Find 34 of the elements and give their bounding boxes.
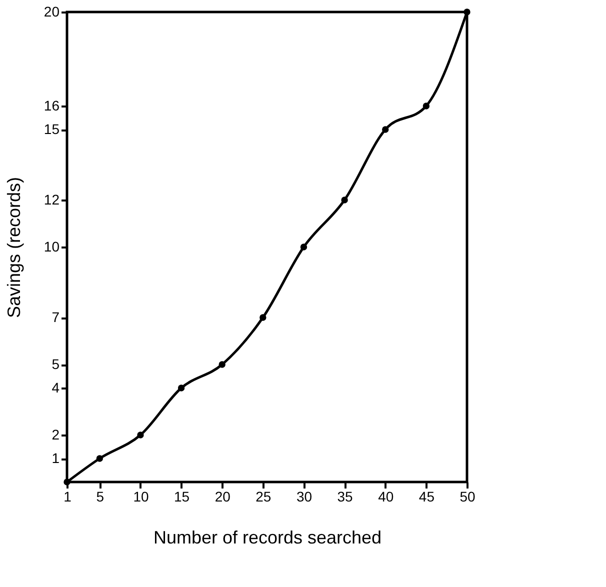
y-tick-label: 20	[44, 4, 60, 20]
point	[218, 361, 226, 368]
point	[64, 478, 70, 486]
x-tick-label: 45	[418, 488, 435, 504]
y-tick-label: 16	[44, 98, 60, 114]
x-tick-label: 5	[96, 488, 104, 504]
point	[464, 8, 470, 16]
x-tick-label: 10	[133, 488, 149, 504]
point	[382, 126, 389, 133]
point	[341, 196, 348, 204]
x-axis-title: Number of records searched	[153, 528, 382, 548]
y-tick-label: 2	[52, 426, 60, 442]
point	[300, 244, 308, 250]
y-axis-title: Savings (records)	[4, 176, 24, 318]
x-tick-label: 25	[256, 488, 272, 504]
y-tick-label: 15	[44, 121, 60, 137]
x-tick-label: 30	[296, 488, 312, 504]
y-tick-label: 5	[52, 356, 60, 372]
x-tick-label: 1	[64, 488, 72, 504]
y-tick-label: 1	[52, 450, 60, 466]
y-tick-label: 4	[52, 380, 60, 396]
x-tick-label: 40	[378, 488, 394, 504]
x-tick-label: 50	[460, 488, 476, 504]
y-tick-label: 10	[44, 238, 60, 254]
point	[178, 384, 185, 392]
y-tick-label: 7	[52, 309, 60, 325]
x-tick-label: 35	[337, 488, 354, 504]
point	[137, 432, 144, 438]
x-tick-label: 15	[174, 488, 190, 504]
y-tick-label: 12	[44, 192, 60, 208]
point	[260, 314, 266, 321]
point	[422, 102, 430, 110]
point	[96, 455, 104, 462]
x-tick-label: 20	[214, 488, 231, 504]
